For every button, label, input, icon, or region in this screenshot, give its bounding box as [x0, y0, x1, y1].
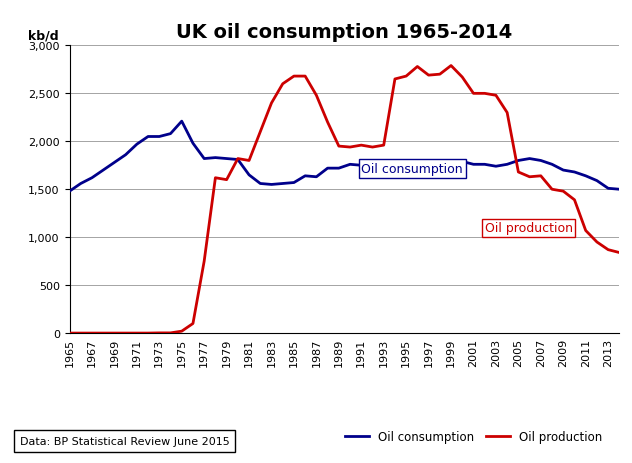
Legend: Oil consumption, Oil production: Oil consumption, Oil production	[341, 425, 607, 448]
Text: kb/d: kb/d	[28, 29, 59, 42]
Text: Oil consumption: Oil consumption	[362, 163, 463, 175]
Title: UK oil consumption 1965-2014: UK oil consumption 1965-2014	[176, 23, 513, 42]
Text: Data: BP Statistical Review June 2015: Data: BP Statistical Review June 2015	[20, 436, 229, 446]
Text: Oil production: Oil production	[485, 222, 573, 235]
